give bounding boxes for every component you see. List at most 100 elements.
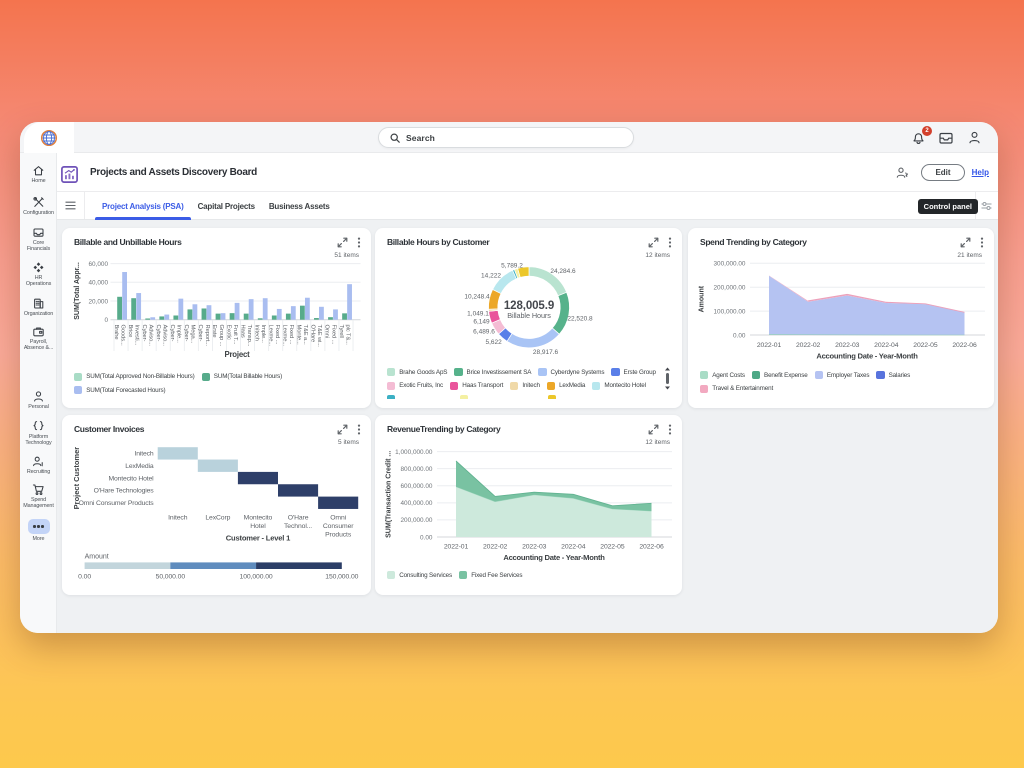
scrollbar-thumb[interactable] — [665, 373, 670, 384]
donut-segment[interactable] — [517, 266, 530, 278]
bar-forecasted[interactable] — [262, 298, 268, 320]
control-panel-button[interactable] — [981, 201, 992, 211]
tab-capital-projects[interactable]: Capital Projects — [197, 201, 255, 211]
heatmap-cell[interactable] — [237, 471, 278, 485]
legend-item[interactable]: Agent Costs — [700, 371, 745, 380]
bar-forecasted[interactable] — [220, 313, 226, 320]
kebab-menu-icon[interactable] — [980, 237, 984, 248]
bar-billable[interactable] — [229, 313, 235, 320]
bar-billable[interactable] — [201, 308, 207, 320]
bar-billable[interactable] — [131, 298, 137, 320]
bar-billable[interactable] — [285, 313, 291, 320]
scroll-up-icon[interactable] — [664, 367, 671, 371]
bar-forecasted[interactable] — [290, 306, 296, 320]
bar-billable[interactable] — [159, 316, 165, 320]
bar-billable[interactable] — [243, 313, 249, 320]
bar-forecasted[interactable] — [136, 293, 142, 320]
sidebar-item-organization[interactable]: Organization — [20, 297, 57, 317]
legend-item[interactable]: Brahe Goods ApS — [387, 368, 448, 377]
sidebar-item-recruiting[interactable]: Recruiting — [20, 455, 57, 475]
help-link[interactable]: Help — [971, 168, 989, 177]
legend-item[interactable] — [387, 395, 453, 399]
bar-billable[interactable] — [117, 296, 122, 320]
scroll-down-icon[interactable] — [664, 386, 671, 390]
legend-item[interactable] — [547, 395, 560, 399]
bar-forecasted[interactable] — [192, 304, 198, 320]
bar-billable[interactable] — [215, 313, 221, 320]
bar-forecasted[interactable] — [234, 302, 240, 320]
legend-scrollbar[interactable] — [664, 367, 671, 396]
heatmap-cell[interactable] — [318, 496, 359, 509]
legend-item[interactable]: SUM(Total Forecasted Hours) — [74, 386, 166, 395]
logo-box[interactable] — [24, 122, 74, 153]
bar-billable[interactable] — [173, 315, 179, 320]
bar-billable[interactable] — [187, 309, 193, 320]
tab-project-analysis-psa[interactable]: Project Analysis (PSA) — [95, 192, 191, 220]
bar-billable[interactable] — [314, 318, 319, 320]
sidebar-item-core[interactable]: Core Financials — [20, 226, 57, 253]
bar-billable[interactable] — [145, 318, 151, 320]
inbox-button[interactable] — [938, 130, 954, 146]
profile-button[interactable] — [966, 130, 982, 146]
legend-item[interactable]: Haas Transport — [450, 381, 503, 390]
sidebar-item-spend[interactable]: Spend Management — [20, 483, 57, 510]
bar-forecasted[interactable] — [164, 314, 170, 320]
bar-forecasted[interactable] — [178, 298, 184, 320]
bar-forecasted[interactable] — [333, 309, 338, 320]
legend-item[interactable]: Cyberdyne Systems — [538, 368, 604, 377]
expand-icon[interactable] — [648, 424, 659, 435]
board-menu-button[interactable] — [57, 192, 85, 219]
area-series-fill[interactable] — [769, 275, 965, 335]
heatmap-cell[interactable] — [197, 459, 238, 472]
tab-business-assets[interactable]: Business Assets — [268, 201, 330, 211]
legend-item[interactable] — [459, 395, 541, 399]
bar-forecasted[interactable] — [122, 272, 127, 320]
edit-button[interactable]: Edit — [921, 164, 965, 181]
kebab-menu-icon[interactable] — [668, 237, 672, 248]
legend-item[interactable]: Employer Taxes — [814, 371, 870, 380]
area-series-fill[interactable] — [456, 486, 652, 537]
bar-billable[interactable] — [257, 318, 263, 320]
sidebar-item-platform[interactable]: Platform Technology — [20, 420, 57, 447]
heatmap-cell[interactable] — [278, 484, 319, 497]
bar-billable[interactable] — [328, 317, 333, 320]
search-input[interactable]: Search — [378, 127, 634, 148]
legend-item[interactable]: Brice Investissement SA — [454, 368, 531, 377]
bar-forecasted[interactable] — [150, 317, 156, 320]
legend-item[interactable]: Travel & Entertainment — [700, 384, 773, 393]
sidebar-item-more[interactable]: More — [20, 519, 57, 542]
bar-forecasted[interactable] — [347, 284, 352, 320]
sidebar-item-payroll[interactable]: Payroll, Absence &... — [20, 325, 57, 352]
legend-item[interactable]: Initech — [510, 381, 540, 390]
area-series-fill[interactable] — [456, 460, 652, 511]
notifications-button[interactable]: 2 — [910, 125, 932, 146]
legend-item[interactable]: Exotic Fruits, Inc — [387, 381, 443, 390]
bar-forecasted[interactable] — [276, 308, 282, 320]
bar-forecasted[interactable] — [206, 305, 212, 320]
bar-billable[interactable] — [342, 313, 347, 320]
bar-forecasted[interactable] — [248, 299, 254, 320]
heatmap-cell[interactable] — [157, 447, 198, 460]
legend-item[interactable]: Salaries — [876, 371, 910, 380]
bar-forecasted[interactable] — [304, 297, 310, 320]
share-people-icon[interactable] — [896, 166, 910, 179]
kebab-menu-icon[interactable] — [357, 424, 361, 435]
legend-item[interactable]: Benefit Expense — [751, 371, 808, 380]
bar-billable[interactable] — [299, 305, 305, 320]
donut-segment[interactable] — [506, 327, 560, 349]
legend-item[interactable]: Consulting Services — [387, 571, 452, 580]
legend-item[interactable]: SUM(Total Approved Non-Billable Hours) — [74, 372, 195, 381]
sidebar-item-hr[interactable]: HR Operations — [20, 261, 57, 288]
expand-icon[interactable] — [960, 237, 971, 248]
legend-item[interactable]: Montecito Hotel — [592, 381, 646, 390]
donut-segment[interactable] — [551, 291, 570, 335]
sidebar-item-home[interactable]: Home — [20, 164, 57, 184]
legend-item[interactable]: Erste Group — [611, 368, 656, 377]
sidebar-item-personal[interactable]: Personal — [20, 390, 57, 410]
kebab-menu-icon[interactable] — [357, 237, 361, 248]
legend-item[interactable]: LexMedia — [546, 381, 585, 390]
expand-icon[interactable] — [337, 237, 348, 248]
bar-billable[interactable] — [271, 315, 277, 320]
legend-item[interactable]: SUM(Total Billable Hours) — [201, 372, 282, 381]
expand-icon[interactable] — [337, 424, 348, 435]
